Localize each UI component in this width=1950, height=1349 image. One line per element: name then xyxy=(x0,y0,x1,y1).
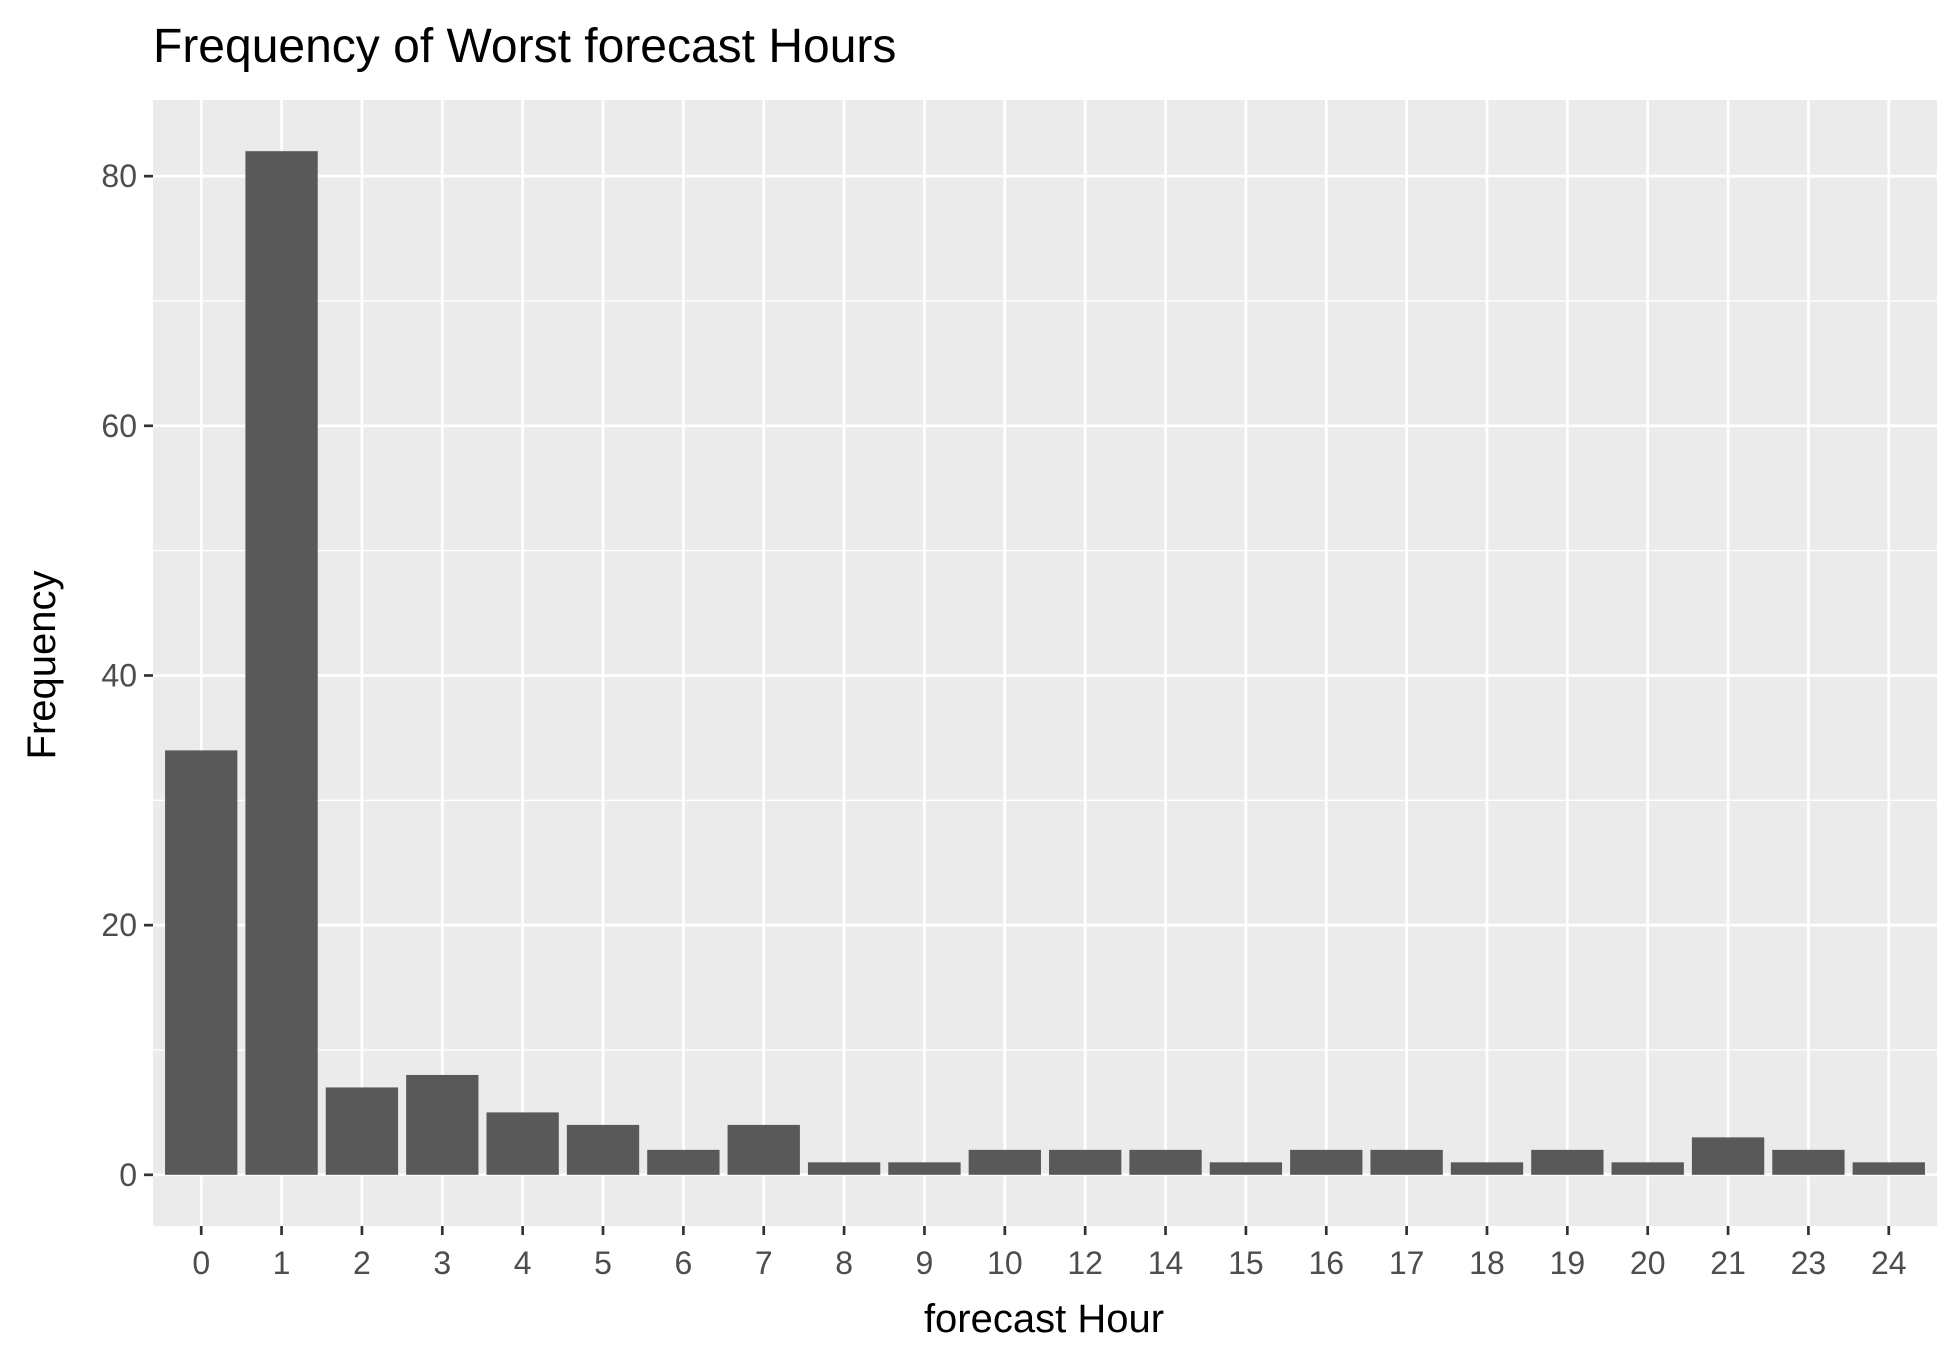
y-tick-label: 0 xyxy=(119,1157,137,1193)
x-tick-label: 14 xyxy=(1148,1245,1184,1281)
x-tick-label: 9 xyxy=(916,1245,934,1281)
bar xyxy=(1209,1162,1283,1175)
x-tick-label: 3 xyxy=(433,1245,451,1281)
x-tick-label: 23 xyxy=(1791,1245,1827,1281)
bar xyxy=(245,151,318,1175)
plot-panel xyxy=(153,100,1937,1226)
x-tick-label: 21 xyxy=(1710,1245,1746,1281)
x-tick-label: 7 xyxy=(755,1245,773,1281)
bar xyxy=(1852,1162,1925,1175)
x-tick-label: 17 xyxy=(1389,1245,1425,1281)
x-tick-label: 12 xyxy=(1067,1245,1103,1281)
bar xyxy=(1450,1162,1524,1175)
x-tick-label: 24 xyxy=(1871,1245,1907,1281)
bar xyxy=(566,1124,640,1175)
bar xyxy=(968,1149,1041,1175)
x-tick-label: 8 xyxy=(835,1245,853,1281)
x-tick-label: 16 xyxy=(1308,1245,1344,1281)
bar xyxy=(486,1112,559,1175)
x-tick-label: 20 xyxy=(1630,1245,1666,1281)
y-tick-label: 80 xyxy=(101,158,137,194)
y-tick-label: 60 xyxy=(101,408,137,444)
x-tick-label: 6 xyxy=(674,1245,692,1281)
y-axis: 0 20 40 60 80 xyxy=(101,158,153,1193)
bar xyxy=(1370,1149,1443,1175)
bar xyxy=(1049,1149,1122,1175)
bar xyxy=(888,1162,961,1175)
bar xyxy=(807,1162,881,1175)
x-tick-label: 10 xyxy=(987,1245,1023,1281)
y-axis-title: Frequency xyxy=(20,571,64,760)
x-axis: 0 1 2 3 4 5 6 7 8 9 10 12 14 15 16 17 18 19 20 21 23 24 xyxy=(192,1226,1907,1281)
bar xyxy=(406,1074,479,1175)
bar xyxy=(1290,1149,1363,1175)
x-tick-label: 2 xyxy=(353,1245,371,1281)
x-tick-label: 5 xyxy=(594,1245,612,1281)
x-tick-label: 19 xyxy=(1550,1245,1586,1281)
x-tick-label: 15 xyxy=(1228,1245,1264,1281)
x-tick-label: 4 xyxy=(514,1245,532,1281)
bar xyxy=(165,750,238,1175)
y-tick-label: 40 xyxy=(101,657,137,693)
bar xyxy=(647,1149,720,1175)
bar xyxy=(1531,1149,1604,1175)
bar xyxy=(1129,1149,1202,1175)
x-tick-label: 18 xyxy=(1469,1245,1505,1281)
bar xyxy=(1772,1149,1845,1175)
x-tick-label: 1 xyxy=(273,1245,291,1281)
bar xyxy=(325,1087,399,1175)
bar xyxy=(1611,1162,1684,1175)
x-tick-label: 0 xyxy=(192,1245,210,1281)
y-tick-label: 20 xyxy=(101,907,137,943)
bars xyxy=(165,151,1925,1175)
bar xyxy=(1691,1137,1765,1175)
chart-title: Frequency of Worst forecast Hours xyxy=(153,20,896,73)
bar xyxy=(727,1124,800,1175)
x-axis-title: forecast Hour xyxy=(924,1297,1164,1341)
